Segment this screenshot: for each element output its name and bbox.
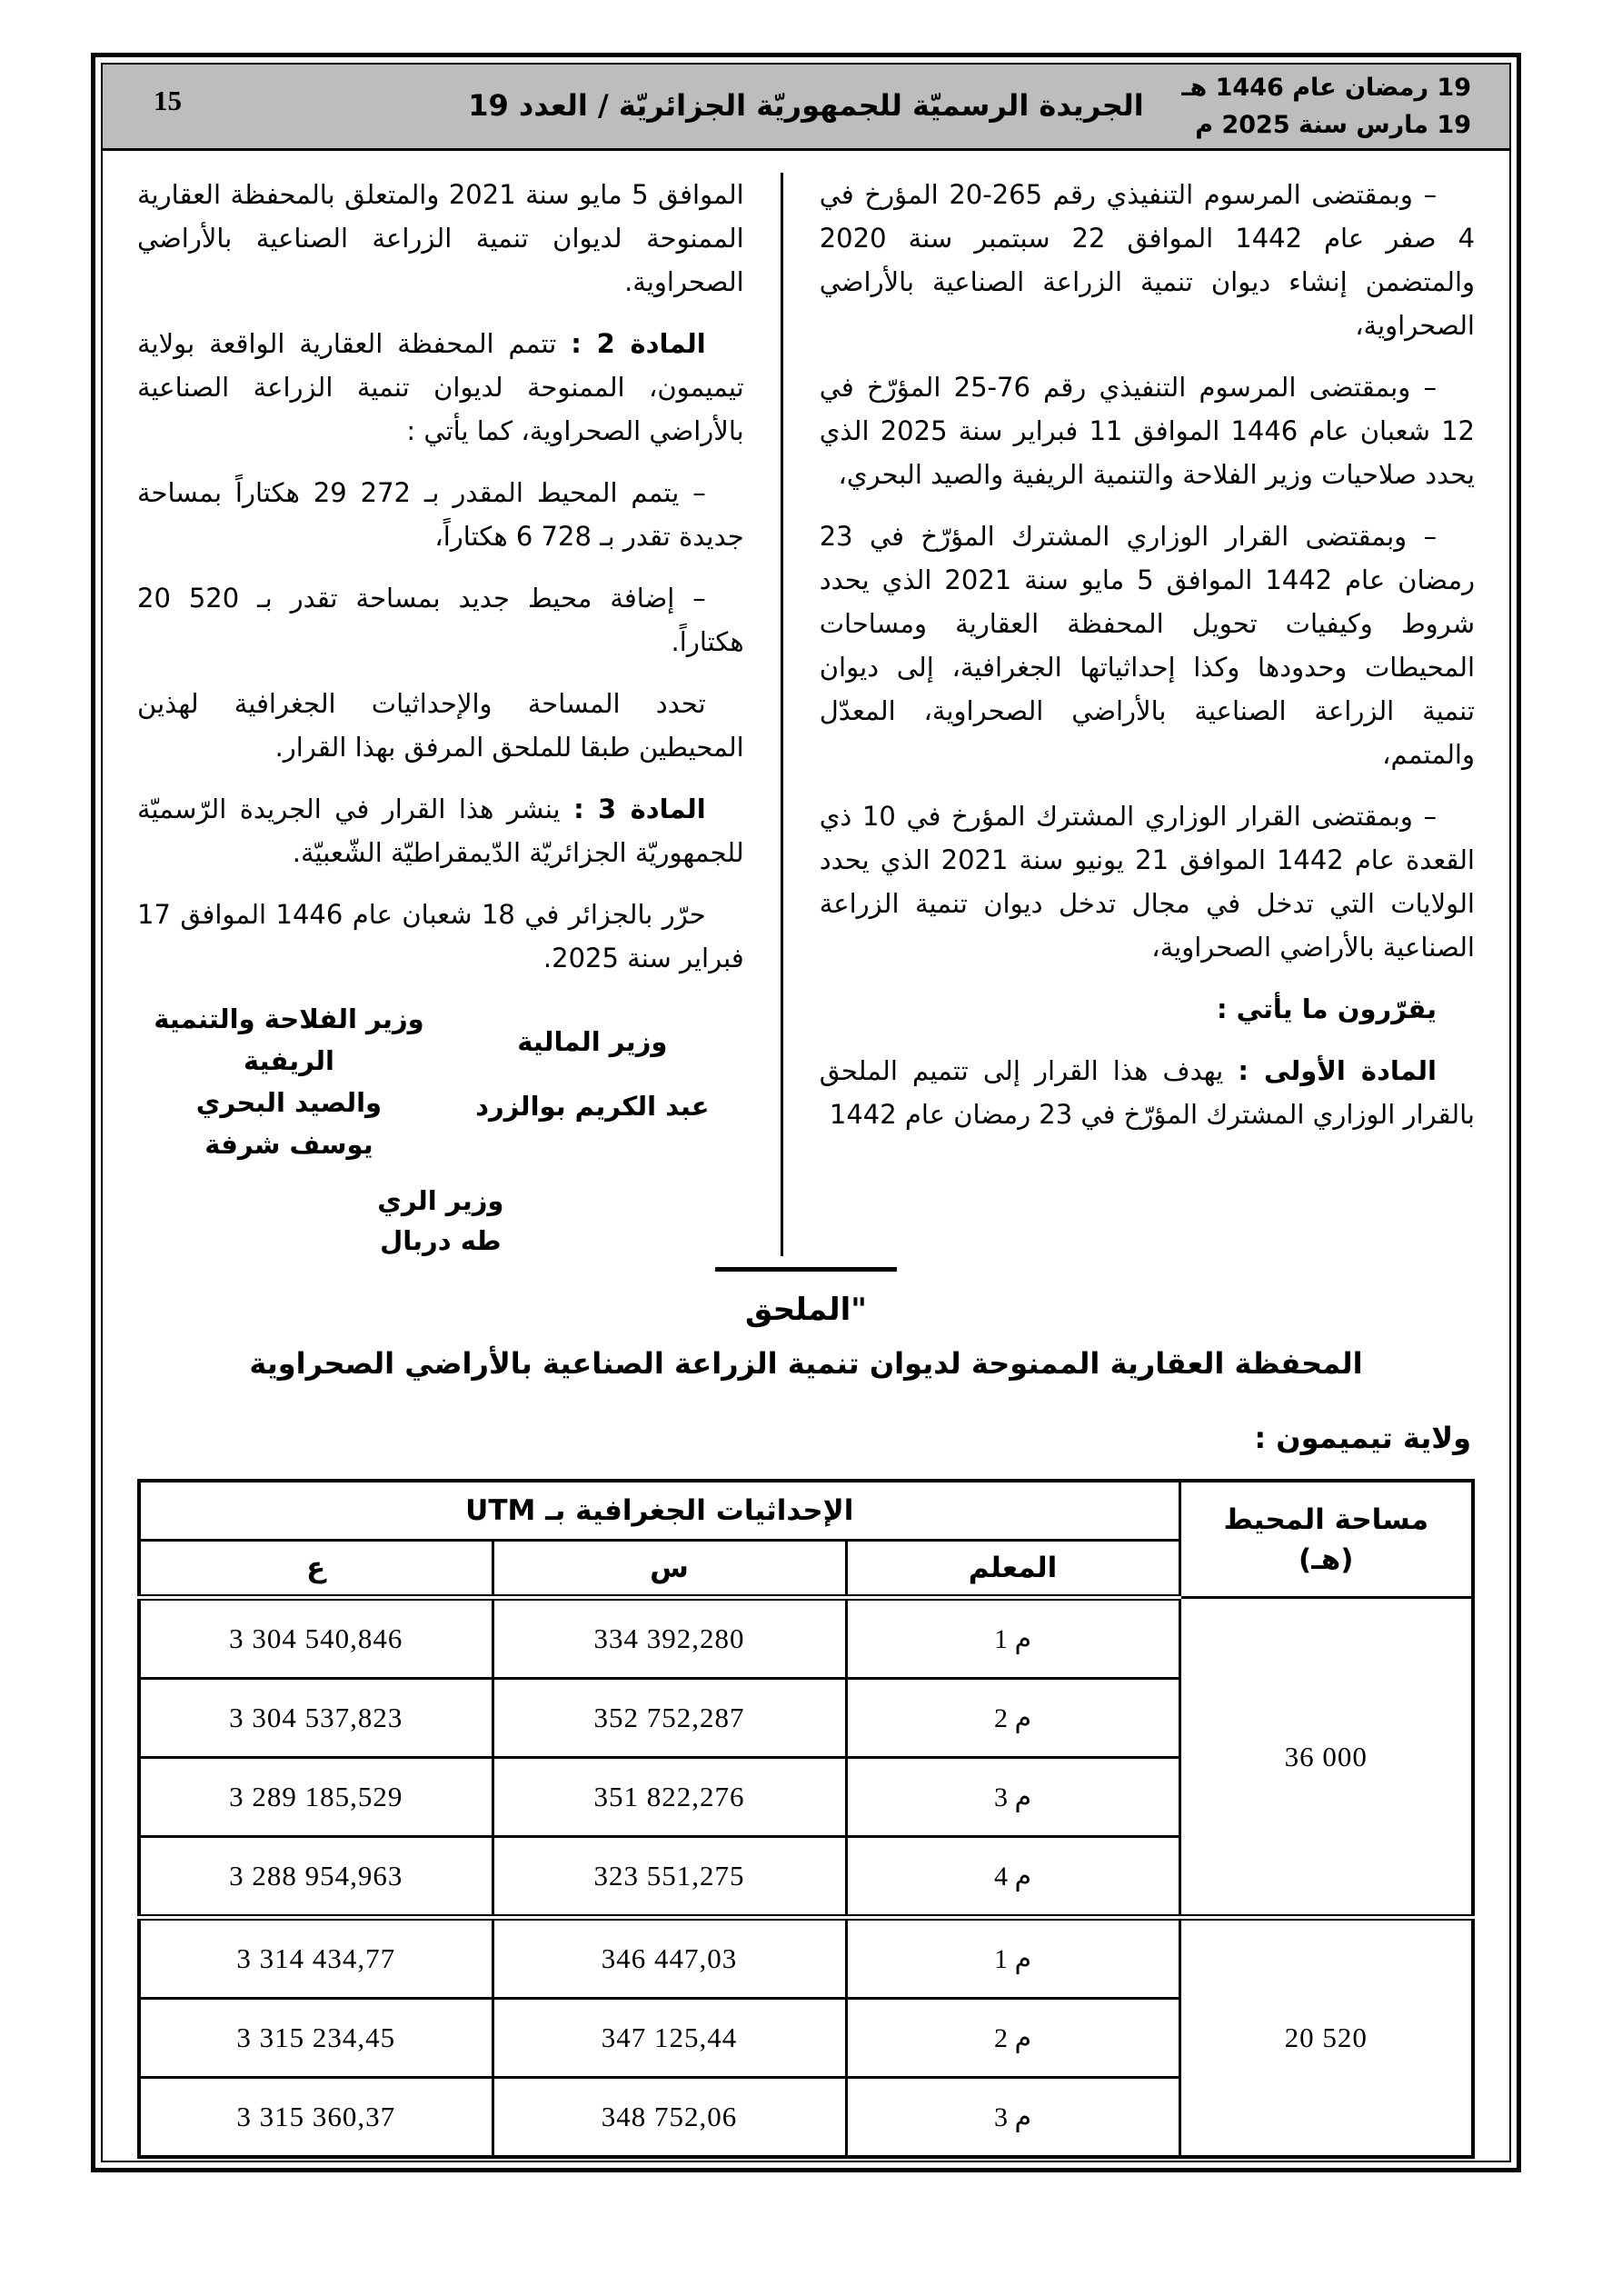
signature-agriculture: وزير الفلاحة والتنمية الريفية والصيد الب… bbox=[137, 998, 441, 1160]
article-1-lead: المادة الأولى : bbox=[1238, 1055, 1437, 1086]
column-header-y: ع bbox=[137, 1539, 494, 1601]
article-3-text: ينشر هذا القرار في الجريدة الرّسميّة للج… bbox=[137, 794, 744, 868]
table-row: م 4 323 551,275 3 288 954,963 bbox=[137, 1835, 1473, 1919]
bullet-paragraph: – يتمم المحيط المقدر بـ 29 272 هكتاراً ب… bbox=[137, 477, 744, 552]
table-row: 36 000 م 1 334 392,280 3 304 540,846 bbox=[137, 1596, 1475, 1919]
coordinate-y-cell: 3 314 434,77 bbox=[137, 1914, 494, 2000]
section-divider bbox=[715, 1267, 897, 1272]
decree-two-columns: – وبمقتضى المرسوم التنفيذي رقم 265-20 ال… bbox=[137, 173, 1475, 1256]
marker-cell: م 1 bbox=[844, 1596, 1181, 1680]
bullet-paragraph: – إضافة محيط جديد بمساحة تقدر بـ 20 520 … bbox=[137, 583, 744, 657]
minister-title: وزير الفلاحة والتنمية الريفية والصيد الب… bbox=[154, 1003, 424, 1118]
perimeter-area-cell: 36 000 bbox=[1178, 1596, 1475, 1919]
coordinate-y-cell: 3 289 185,529 bbox=[137, 1756, 494, 1838]
coordinate-y-cell: 3 304 540,846 bbox=[137, 1596, 494, 1680]
table-row: م 3 351 822,276 3 289 185,529 bbox=[137, 1756, 1473, 1838]
article-2-paragraph: المادة 2 : تتمم المحفظة العقارية الواقعة… bbox=[137, 322, 744, 453]
page-outer-frame: 19 رمضان عام 1446 هـ 19 مارس سنة 2025 م … bbox=[91, 53, 1521, 2172]
decree-left-column: الموافق 5 مايو سنة 2021 والمتعلق بالمحفظ… bbox=[137, 173, 781, 1256]
article-3-paragraph: المادة 3 : ينشر هذا القرار في الجريدة ال… bbox=[137, 787, 744, 874]
utm-header: الإحداثيات الجغرافية بـ UTM bbox=[137, 1479, 1181, 1542]
table-row: م 2 347 125,44 3 315 234,45 bbox=[137, 1997, 1473, 2079]
visa-paragraph: – وبمقتضى المرسوم التنفيذي رقم 76-25 الم… bbox=[819, 372, 1475, 490]
coordinate-x-cell: 334 392,280 bbox=[491, 1596, 848, 1680]
masthead: 19 رمضان عام 1446 هـ 19 مارس سنة 2025 م … bbox=[103, 65, 1509, 151]
table-row: 20 520 م 1 346 447,03 3 314 434,77 bbox=[137, 1914, 1475, 2159]
coordinate-y-cell: 3 288 954,963 bbox=[137, 1835, 494, 1919]
marker-cell: م 2 bbox=[844, 1997, 1181, 2079]
continuation-paragraph: الموافق 5 مايو سنة 2021 والمتعلق بالمحفظ… bbox=[137, 179, 744, 297]
table-header-row: مساحة المحيط (هـ) الإحداثيات الجغرافية ب… bbox=[137, 1479, 1475, 1599]
signature-finance: وزير المالية عبد الكريم بوالزرد bbox=[441, 998, 744, 1160]
minister-name: طه دربال bbox=[380, 1225, 502, 1256]
minister-title: وزير الري bbox=[377, 1185, 504, 1216]
coordinate-x-cell: 346 447,03 bbox=[491, 1914, 848, 2000]
coordinates-table: مساحة المحيط (هـ) الإحداثيات الجغرافية ب… bbox=[137, 1479, 1475, 2159]
article-1-text: يهدف هذا القرار إلى تتميم الملحق بالقرار… bbox=[819, 1055, 1475, 1130]
minister-title: وزير المالية bbox=[517, 1026, 668, 1057]
marker-cell: م 3 bbox=[844, 1756, 1181, 1838]
annex-subtitle: المحفظة العقارية الممنوحة لديوان تنمية ا… bbox=[249, 1346, 1363, 1381]
date-gregorian: 19 مارس سنة 2025 م bbox=[1195, 111, 1471, 139]
coordinate-x-cell: 352 752,287 bbox=[491, 1677, 848, 1759]
page-number: 15 bbox=[154, 85, 182, 116]
signature-date-paragraph: حرّر بالجزائر في 18 شعبان عام 1446 الموا… bbox=[137, 899, 744, 973]
marker-cell: م 2 bbox=[844, 1677, 1181, 1759]
page-inner-frame: 19 رمضان عام 1446 هـ 19 مارس سنة 2025 م … bbox=[101, 63, 1511, 2162]
masthead-dates: 19 رمضان عام 1446 هـ 19 مارس سنة 2025 م bbox=[1181, 69, 1471, 144]
article-3-lead: المادة 3 : bbox=[573, 794, 706, 824]
signature-water: وزير الري طه دربال bbox=[137, 1185, 744, 1256]
page-content: – وبمقتضى المرسوم التنفيذي رقم 265-20 ال… bbox=[103, 151, 1509, 2161]
enacting-formula: يقرّرون ما يأتي : bbox=[1216, 993, 1437, 1024]
table-subheader-row: المعلم س ع bbox=[137, 1539, 1473, 1601]
visa-paragraph: – وبمقتضى القرار الوزاري المشترك المؤرّخ… bbox=[819, 521, 1475, 770]
table-row: م 3 348 752,06 3 315 360,37 bbox=[137, 2076, 1473, 2159]
area-column-header: مساحة المحيط (هـ) bbox=[1178, 1479, 1475, 1599]
marker-cell: م 4 bbox=[844, 1835, 1181, 1919]
annex-heading: "الملحق bbox=[745, 1292, 867, 1328]
body-paragraph: تحدد المساحة والإحداثيات الجغرافية لهذين… bbox=[137, 688, 744, 763]
signatures-block: وزير المالية عبد الكريم بوالزرد وزير الف… bbox=[137, 998, 744, 1256]
column-header-x: س bbox=[491, 1539, 848, 1601]
article-2-lead: المادة 2 : bbox=[571, 328, 706, 359]
coordinate-y-cell: 3 315 360,37 bbox=[137, 2076, 494, 2159]
signatures-row: وزير المالية عبد الكريم بوالزرد وزير الف… bbox=[137, 998, 744, 1160]
coordinate-x-cell: 351 822,276 bbox=[491, 1756, 848, 1838]
coordinate-y-cell: 3 304 537,823 bbox=[137, 1677, 494, 1759]
gazette-title: الجريدة الرسميّة للجمهوريّة الجزائريّة /… bbox=[468, 88, 1144, 123]
coordinate-y-cell: 3 315 234,45 bbox=[137, 1997, 494, 2079]
visa-paragraph: – وبمقتضى القرار الوزاري المشترك المؤرخ … bbox=[819, 801, 1475, 963]
decree-right-column: – وبمقتضى المرسوم التنفيذي رقم 265-20 ال… bbox=[780, 173, 1476, 1256]
column-header-marker: المعلم bbox=[844, 1539, 1181, 1601]
article-1-paragraph: المادة الأولى : يهدف هذا القرار إلى تتمي… bbox=[820, 1049, 1475, 1136]
date-hijri: 19 رمضان عام 1446 هـ bbox=[1181, 74, 1471, 102]
article-2-text: تتمم المحفظة العقارية الواقعة بولاية تيم… bbox=[137, 328, 744, 446]
marker-cell: م 3 bbox=[844, 2076, 1181, 2159]
perimeter-area-cell: 20 520 bbox=[1178, 1914, 1475, 2159]
coordinate-x-cell: 323 551,275 bbox=[491, 1835, 848, 1919]
visa-paragraph: – وبمقتضى المرسوم التنفيذي رقم 265-20 ال… bbox=[819, 179, 1476, 341]
coordinate-x-cell: 347 125,44 bbox=[491, 1997, 848, 2079]
coordinate-x-cell: 348 752,06 bbox=[491, 2076, 848, 2159]
minister-name: عبد الكريم بوالزرد bbox=[475, 1091, 710, 1122]
marker-cell: م 1 bbox=[844, 1914, 1181, 2000]
table-row: م 2 352 752,287 3 304 537,823 bbox=[137, 1677, 1473, 1759]
minister-name: يوسف شرفة bbox=[204, 1129, 373, 1160]
wilaya-label: ولاية تيميمون : bbox=[1254, 1421, 1471, 1455]
